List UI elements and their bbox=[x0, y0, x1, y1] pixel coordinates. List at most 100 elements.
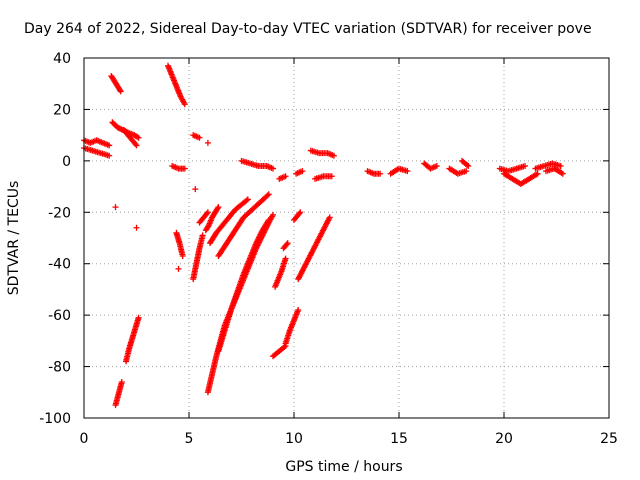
series-seg02 bbox=[81, 145, 113, 159]
y-axis-label: SDTVAR / TECUs bbox=[6, 181, 22, 296]
data-point bbox=[463, 168, 470, 175]
data-point bbox=[281, 344, 288, 351]
data-point bbox=[297, 209, 304, 216]
series-seg31 bbox=[295, 214, 333, 283]
data-point bbox=[135, 134, 142, 141]
x-tick-label: 0 bbox=[80, 431, 89, 447]
data-point bbox=[265, 218, 272, 225]
series-seg22 bbox=[204, 211, 276, 396]
data-point bbox=[215, 204, 222, 211]
y-tick-label: -20 bbox=[48, 205, 71, 221]
series-seg03 bbox=[108, 73, 124, 95]
data-point bbox=[175, 265, 182, 272]
data-point bbox=[283, 241, 290, 248]
x-tick-label: 20 bbox=[495, 431, 513, 447]
series-seg28 bbox=[270, 343, 289, 360]
data-point bbox=[196, 134, 203, 141]
data-point bbox=[557, 163, 564, 169]
data-point bbox=[264, 192, 271, 199]
y-tick-label: -80 bbox=[48, 360, 71, 376]
y-tick-label: -100 bbox=[39, 411, 71, 427]
series-seg34 bbox=[312, 173, 335, 182]
series-seg10 bbox=[165, 62, 188, 108]
y-tick-label: 0 bbox=[62, 154, 71, 170]
data-point bbox=[270, 211, 276, 218]
data-point bbox=[328, 173, 335, 180]
series-seg14 bbox=[190, 132, 203, 141]
series-seg38 bbox=[446, 165, 470, 177]
series-seg37 bbox=[421, 160, 440, 172]
data-point bbox=[204, 209, 211, 216]
data-point bbox=[243, 197, 250, 204]
data-point bbox=[118, 379, 125, 385]
series-seg35 bbox=[364, 168, 384, 177]
data-point bbox=[296, 210, 303, 217]
data-point bbox=[464, 161, 471, 168]
data-point bbox=[330, 152, 337, 159]
x-tick-labels: 0 5 10 15 20 25 bbox=[80, 431, 618, 447]
series-seg32 bbox=[293, 168, 306, 177]
series-seg09 bbox=[123, 314, 142, 365]
data-point bbox=[282, 173, 289, 180]
data-point bbox=[181, 101, 188, 108]
data-point bbox=[133, 142, 140, 149]
x-tick-label: 15 bbox=[390, 431, 408, 447]
y-tick-label: 40 bbox=[53, 51, 71, 67]
data-point bbox=[284, 240, 291, 247]
x-tick-label: 5 bbox=[185, 431, 194, 447]
series-seg21 bbox=[215, 191, 272, 259]
series-seg41 bbox=[501, 170, 541, 187]
series-seg11 bbox=[169, 163, 188, 172]
data-points-layer bbox=[81, 62, 566, 409]
data-point bbox=[117, 88, 124, 95]
series-seg07 bbox=[133, 224, 140, 231]
data-point bbox=[377, 170, 384, 177]
series-seg06 bbox=[112, 204, 119, 211]
data-point bbox=[192, 186, 199, 193]
series-seg12 bbox=[173, 229, 186, 259]
data-point bbox=[465, 163, 472, 169]
series-seg19 bbox=[202, 204, 222, 234]
x-axis-label: GPS time / hours bbox=[285, 459, 402, 475]
data-point bbox=[179, 253, 186, 259]
series-seg43 bbox=[543, 165, 566, 177]
series-seg08 bbox=[112, 379, 125, 409]
series-seg05 bbox=[120, 127, 140, 149]
series-seg36 bbox=[387, 165, 411, 177]
chart-title: Day 264 of 2022, Sidereal Day-to-day VTE… bbox=[24, 21, 592, 37]
data-point bbox=[534, 170, 541, 177]
data-point bbox=[404, 168, 411, 175]
plot-frame bbox=[83, 57, 610, 419]
series-seg29 bbox=[282, 307, 302, 347]
data-point bbox=[106, 142, 113, 149]
series-seg20 bbox=[207, 196, 251, 247]
series-seg40 bbox=[496, 163, 528, 175]
y-tick-label: -60 bbox=[48, 308, 71, 324]
data-point bbox=[203, 210, 210, 217]
data-point bbox=[265, 191, 272, 198]
data-point bbox=[433, 163, 440, 169]
data-point bbox=[282, 255, 289, 262]
data-point bbox=[295, 307, 302, 313]
series-seg39 bbox=[459, 157, 472, 169]
data-point bbox=[265, 217, 272, 223]
data-point bbox=[112, 204, 119, 211]
data-point bbox=[244, 196, 251, 203]
data-point bbox=[204, 139, 211, 146]
data-point bbox=[106, 152, 113, 159]
data-point bbox=[326, 214, 333, 221]
grid-layer bbox=[84, 58, 609, 418]
data-point bbox=[133, 224, 140, 231]
y-tick-label: 20 bbox=[53, 102, 71, 118]
series-seg24 bbox=[238, 157, 276, 172]
series-seg30 bbox=[291, 209, 304, 223]
series-seg16 bbox=[192, 186, 199, 193]
y-tick-labels: -100 -80 -60 -40 -20 0 20 40 bbox=[39, 51, 71, 427]
data-point bbox=[270, 165, 276, 172]
y-tick-label: -40 bbox=[48, 257, 71, 273]
series-seg13 bbox=[175, 265, 182, 272]
series-seg27 bbox=[280, 240, 291, 252]
series-seg33 bbox=[307, 147, 337, 159]
series-seg17 bbox=[190, 232, 206, 283]
